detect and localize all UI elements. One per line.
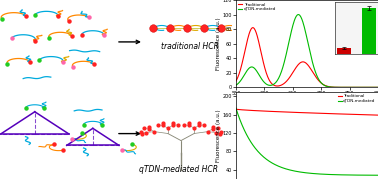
Legend: Traditional, qTDN-mediated: Traditional, qTDN-mediated xyxy=(238,2,276,12)
Y-axis label: Fluorescence (a.u.): Fluorescence (a.u.) xyxy=(216,17,221,70)
X-axis label: Wavelength (nm): Wavelength (nm) xyxy=(283,98,331,103)
Text: qTDN-mediated HCR: qTDN-mediated HCR xyxy=(139,165,218,174)
Y-axis label: Fluorescence (a.u.): Fluorescence (a.u.) xyxy=(216,109,221,162)
Legend: Traditional, qTDN-mediated: Traditional, qTDN-mediated xyxy=(337,94,376,103)
Text: traditional HCR: traditional HCR xyxy=(161,42,219,51)
